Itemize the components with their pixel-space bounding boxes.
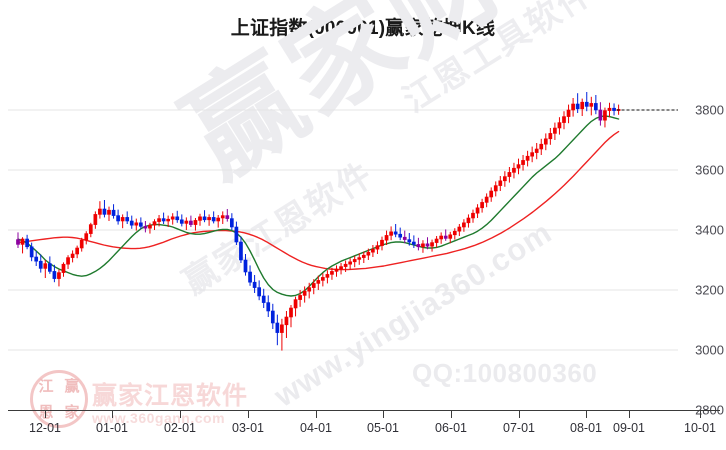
x-tick-mark — [383, 411, 384, 418]
candlestick-plot[interactable] — [8, 48, 678, 410]
ma-short-line — [17, 115, 620, 297]
x-tick-label: 04-01 — [300, 421, 332, 435]
x-tick-label: 08-01 — [570, 421, 602, 435]
x-tick-mark — [519, 411, 520, 418]
ma-long-line — [17, 130, 620, 271]
x-tick-label: 03-01 — [232, 421, 264, 435]
y-axis: 3800 3600 3400 3200 3000 2800 — [682, 48, 726, 418]
x-tick-mark — [451, 411, 452, 418]
x-axis-line — [8, 410, 720, 411]
y-tick-label: 3600 — [695, 162, 724, 178]
x-tick-mark — [45, 411, 46, 418]
x-tick-mark — [248, 411, 249, 418]
x-tick-label: 01-01 — [96, 421, 128, 435]
gridlines — [8, 109, 678, 351]
x-tick-mark — [586, 411, 587, 418]
x-tick-mark — [180, 411, 181, 418]
x-tick-mark — [316, 411, 317, 418]
candlestick-series — [16, 92, 621, 351]
x-tick-label: 09-01 — [613, 421, 645, 435]
x-axis: 12-01 01-01 02-01 03-01 04-01 05-01 06-01 07-01… — [0, 411, 726, 441]
y-tick-label: 3200 — [695, 282, 724, 298]
x-tick-mark — [629, 411, 630, 418]
x-tick-label: 06-01 — [435, 421, 467, 435]
y-tick-label: 3400 — [695, 222, 724, 238]
x-tick-mark — [700, 411, 701, 418]
page-title: 上证指数(000001)赢家乾坤K线 — [230, 18, 496, 39]
y-tick-label: 3000 — [695, 342, 724, 358]
plot-svg — [8, 92, 678, 351]
x-tick-mark — [112, 411, 113, 418]
x-tick-label: 05-01 — [367, 421, 399, 435]
x-tick-label: 07-01 — [503, 421, 535, 435]
x-tick-label: 10-01 — [684, 421, 716, 435]
y-tick-label: 3800 — [695, 102, 724, 118]
x-tick-label: 02-01 — [164, 421, 196, 435]
x-tick-label: 12-01 — [29, 421, 61, 435]
